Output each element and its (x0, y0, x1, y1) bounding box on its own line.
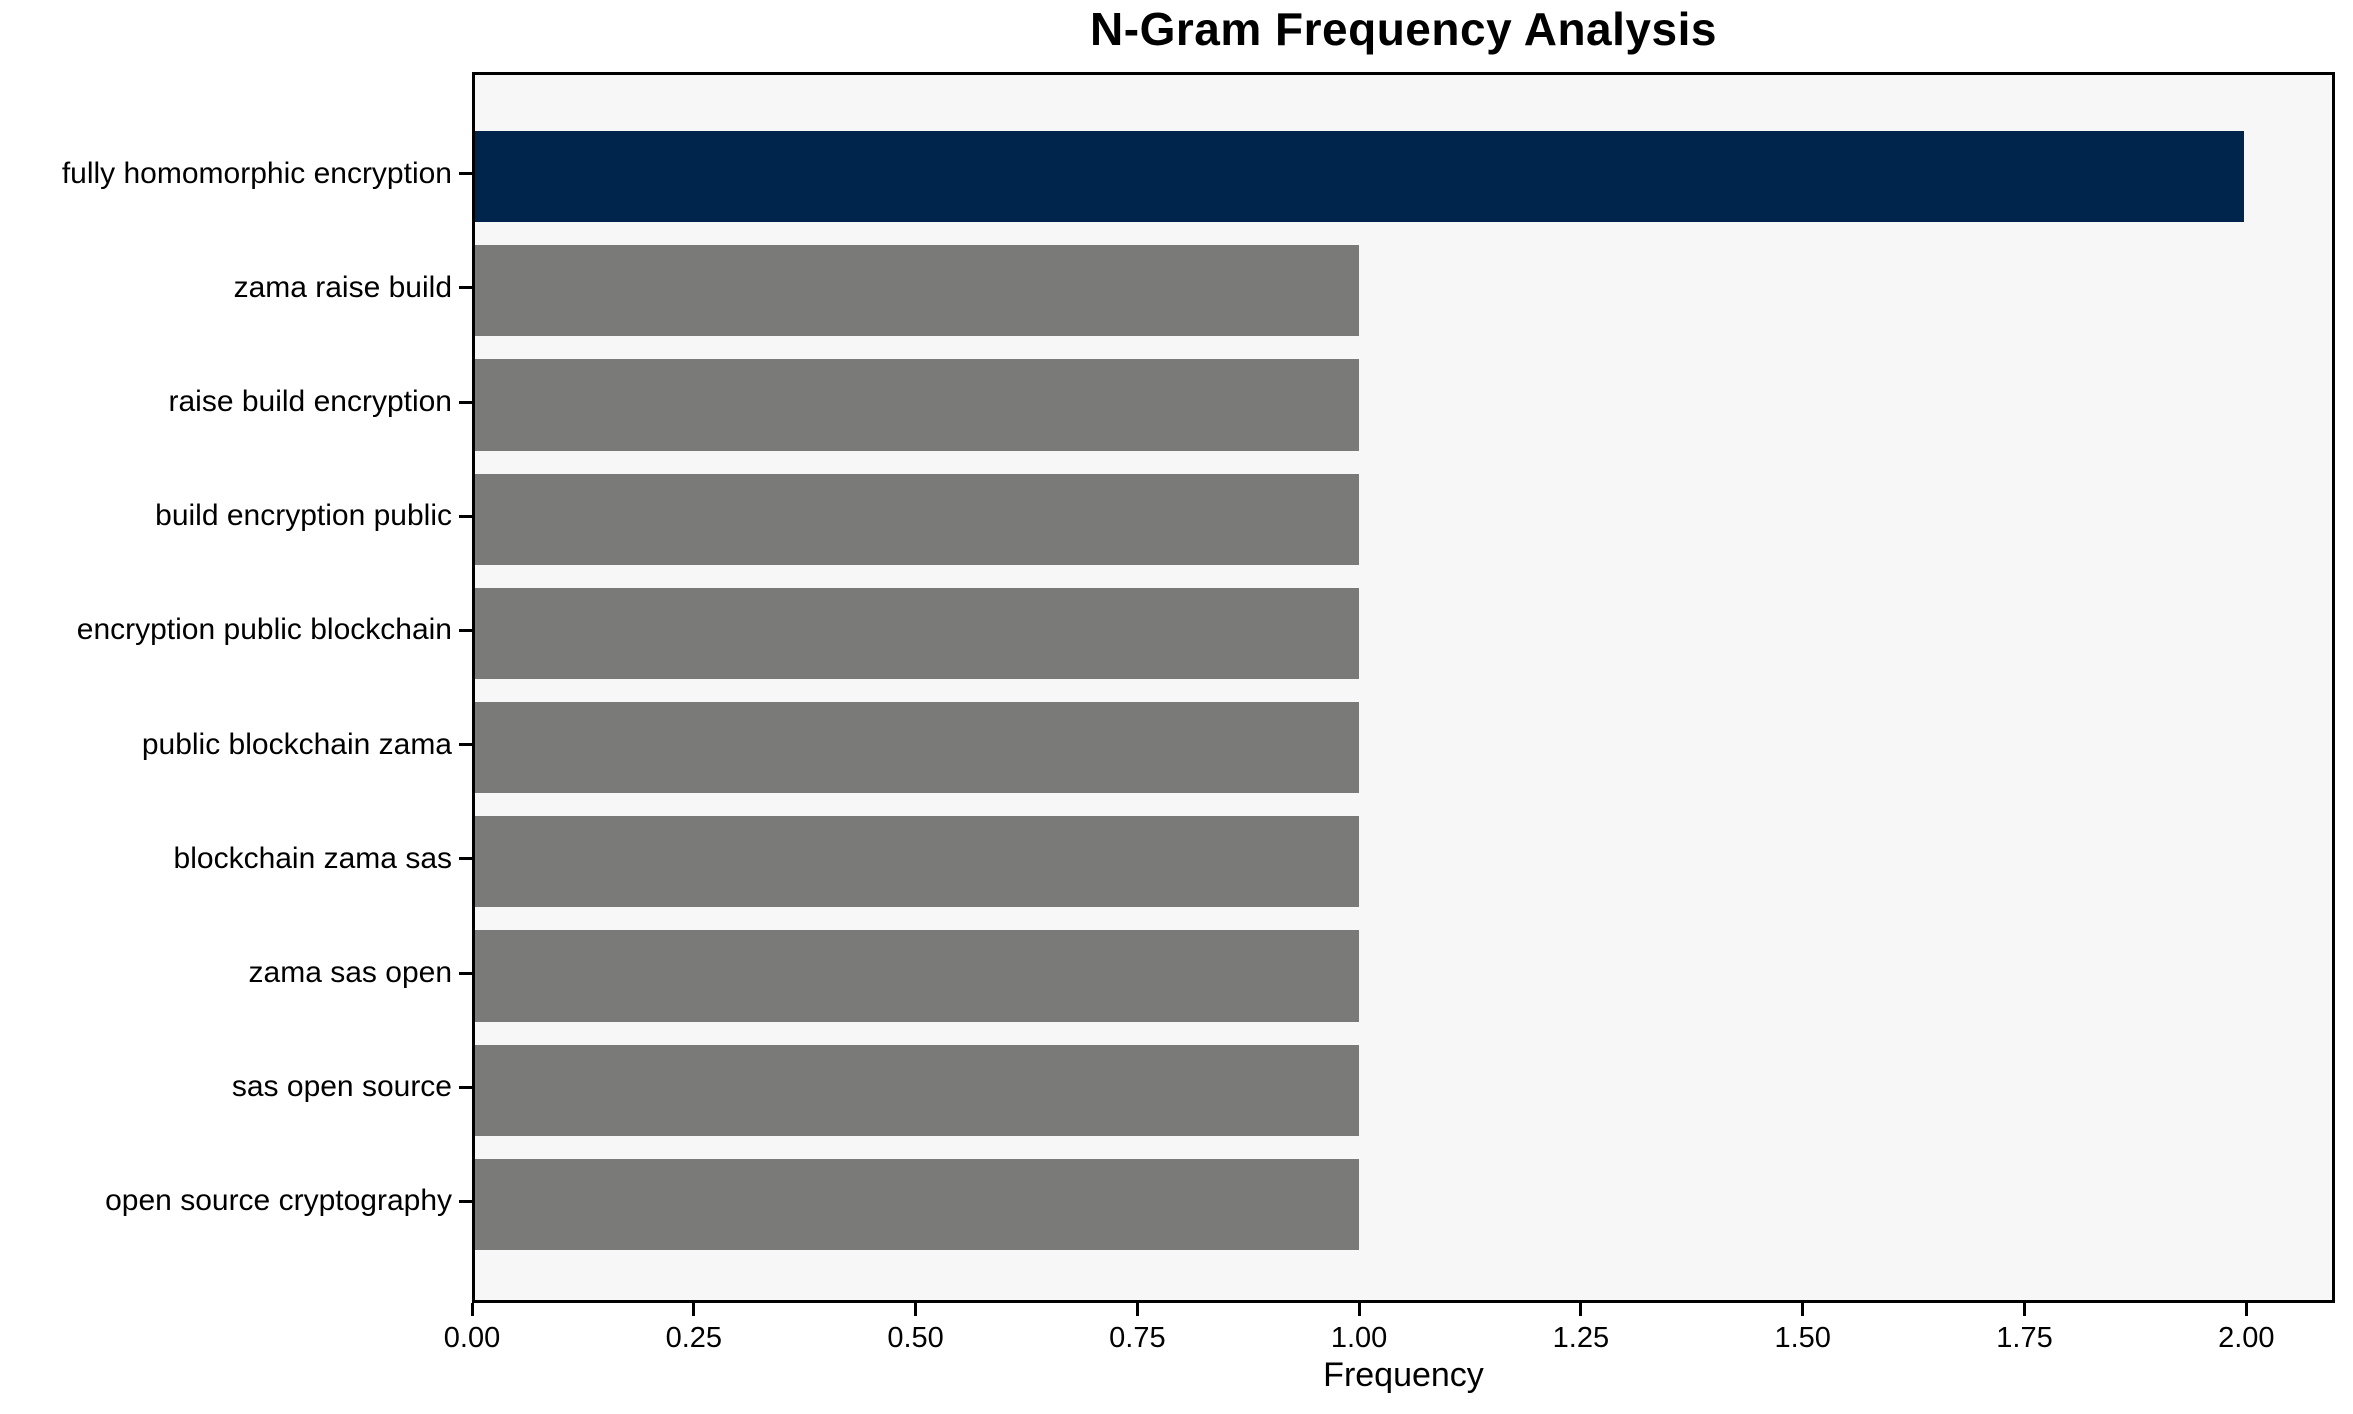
y-tick-mark (459, 743, 472, 747)
bar (475, 816, 1360, 908)
y-tick-mark (459, 971, 472, 975)
chart-title: N-Gram Frequency Analysis (1090, 3, 1717, 55)
y-tick-mark (459, 514, 472, 518)
y-tick-mark (459, 1199, 472, 1203)
bar (475, 473, 1360, 565)
bar (475, 701, 1360, 794)
y-tick-label: public blockchain zama (141, 727, 452, 761)
plot-area (472, 72, 2335, 1303)
x-tick-label: 1.50 (1774, 1322, 1831, 1354)
y-tick-mark (459, 857, 472, 861)
x-tick-mark (2023, 1303, 2026, 1316)
y-tick-mark (459, 1085, 472, 1089)
x-tick-mark (914, 1303, 918, 1316)
y-tick-label: zama sas open (248, 956, 452, 989)
x-tick-label: 0.00 (443, 1322, 501, 1354)
y-tick-mark (459, 286, 472, 290)
x-tick-mark (692, 1303, 696, 1316)
bar (475, 587, 1360, 680)
y-tick-label: open source cryptography (105, 1184, 452, 1218)
y-tick-label: sas open source (231, 1070, 452, 1104)
x-tick-mark (1135, 1303, 1139, 1316)
x-tick-mark (470, 1303, 474, 1316)
bar (475, 930, 1360, 1022)
y-tick-mark (459, 400, 472, 404)
x-axis-label: Frequency (1323, 1356, 1484, 1394)
y-tick-label: zama raise build (233, 270, 452, 304)
x-tick-label: 0.75 (1109, 1322, 1166, 1354)
y-tick-label: raise build encryption (168, 385, 453, 418)
x-tick-label: 0.25 (665, 1322, 723, 1354)
bar (475, 245, 1360, 337)
x-tick-label: 1.25 (1552, 1322, 1610, 1354)
x-tick-mark (1357, 1303, 1361, 1316)
x-tick-label: 0.50 (887, 1322, 944, 1354)
x-tick-mark (2244, 1303, 2248, 1316)
bar (475, 1158, 1360, 1251)
bar (475, 131, 2244, 223)
y-tick-mark (459, 628, 472, 632)
y-tick-label: encryption public blockchain (76, 613, 452, 647)
y-tick-label: blockchain zama sas (173, 841, 452, 875)
x-tick-mark (1801, 1303, 1805, 1316)
x-tick-label: 1.75 (1996, 1322, 2053, 1354)
y-tick-label: fully homomorphic encryption (61, 156, 452, 190)
y-tick-label: build encryption public (155, 499, 452, 533)
x-tick-label: 1.00 (1330, 1322, 1388, 1354)
x-tick-label: 2.00 (2218, 1322, 2275, 1354)
bar (475, 1044, 1360, 1136)
x-tick-mark (1579, 1303, 1583, 1316)
y-tick-mark (459, 172, 472, 176)
bar (475, 359, 1360, 451)
